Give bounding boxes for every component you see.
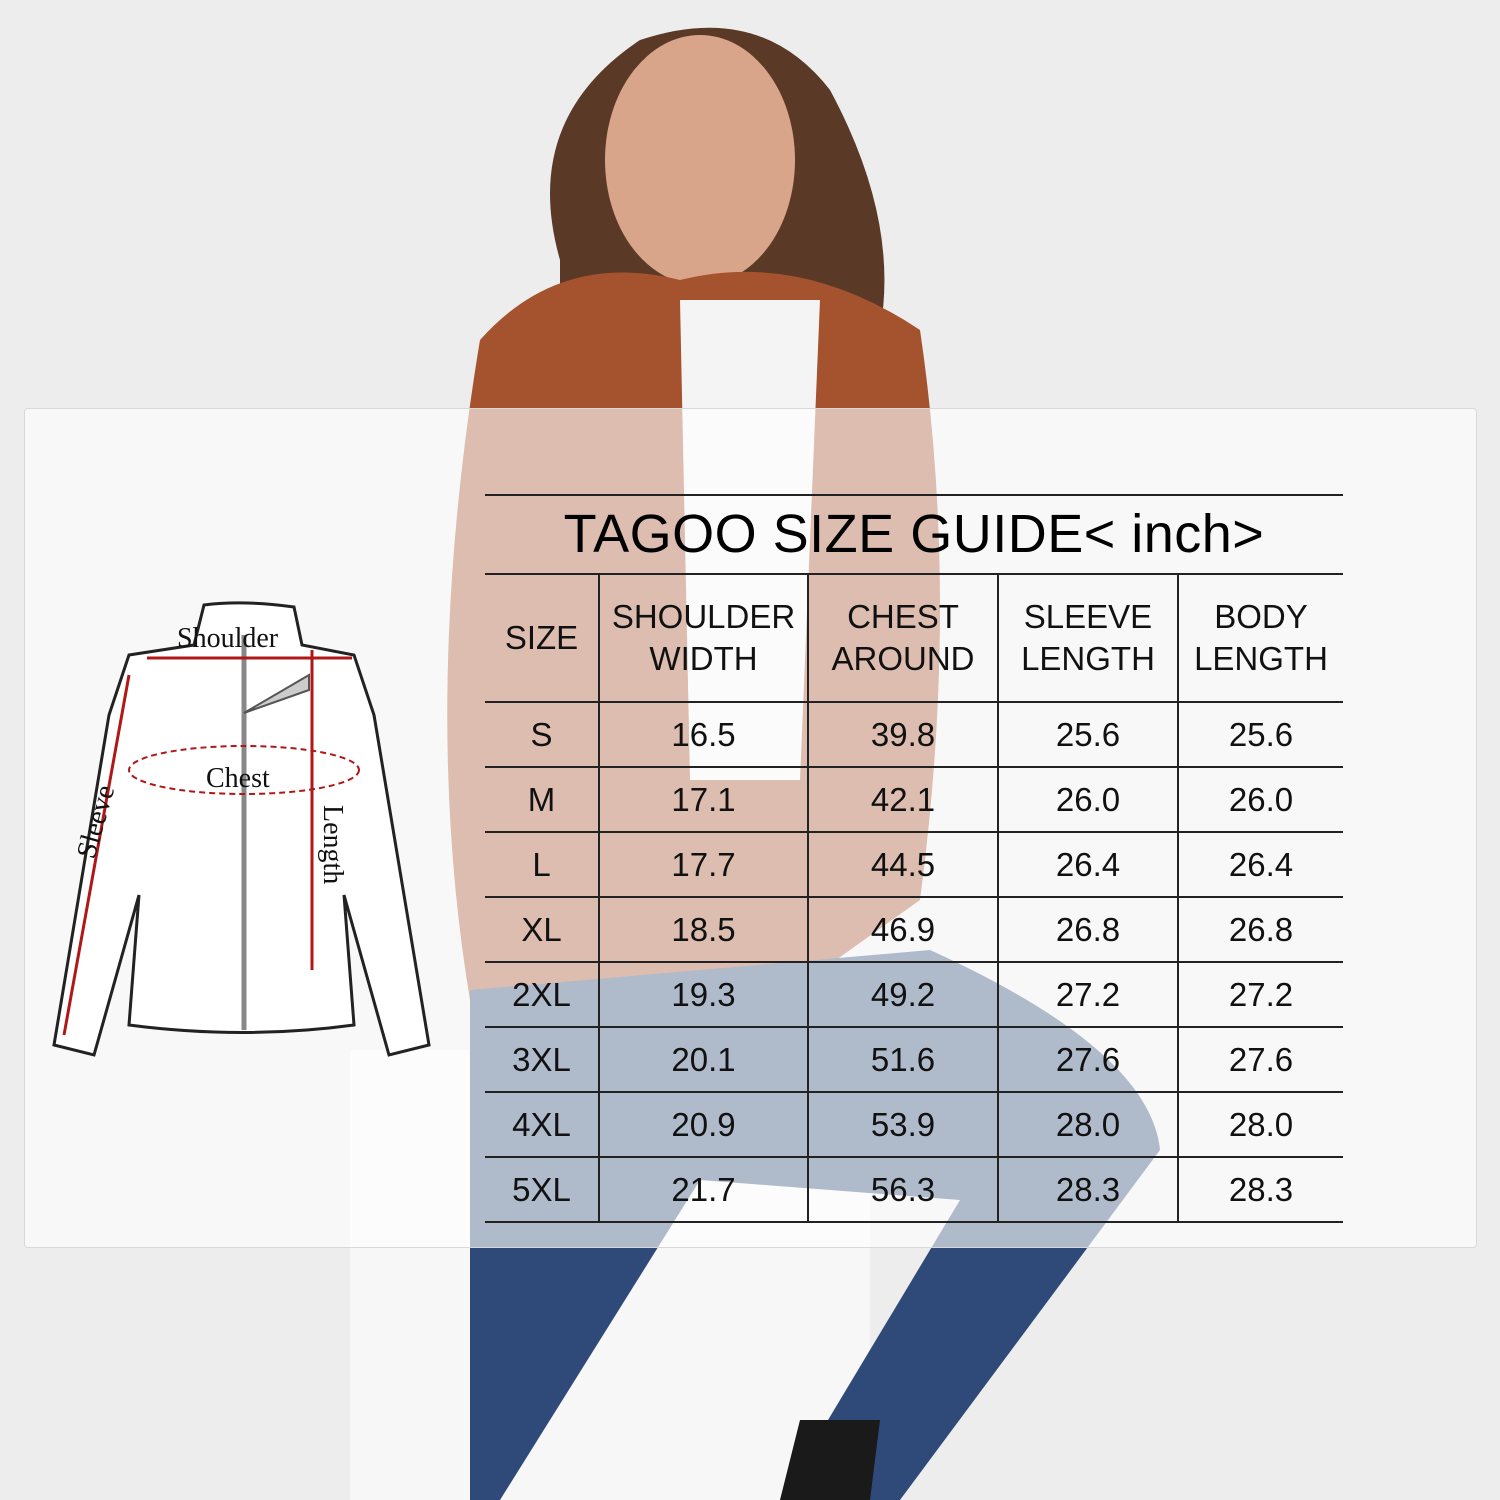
size-cell: 2XL [485, 963, 600, 1026]
measurement-cell: 20.9 [600, 1093, 809, 1156]
measurement-cell: 53.9 [809, 1093, 999, 1156]
table-row: XL 18.5 46.9 26.8 26.8 [485, 898, 1343, 963]
length-label: Length [317, 805, 348, 884]
table-row: 4XL 20.9 53.9 28.0 28.0 [485, 1093, 1343, 1158]
size-cell: 3XL [485, 1028, 600, 1091]
measurement-cell: 20.1 [600, 1028, 809, 1091]
column-header: BODY LENGTH [1194, 598, 1328, 677]
jacket-measurement-diagram: Shoulder Chest Sleeve Length [52, 601, 431, 1057]
table-row: M 17.1 42.1 26.0 26.0 [485, 768, 1343, 833]
measurement-cell: 51.6 [809, 1028, 999, 1091]
size-cell: S [485, 703, 600, 766]
measurement-cell: 44.5 [809, 833, 999, 896]
measurement-cell: 27.6 [999, 1028, 1179, 1091]
measurement-cell: 21.7 [600, 1158, 809, 1221]
measurement-cell: 25.6 [999, 703, 1179, 766]
measurement-cell: 28.3 [999, 1158, 1179, 1221]
measurement-cell: 17.7 [600, 833, 809, 896]
measurement-cell: 16.5 [600, 703, 809, 766]
table-row: 2XL 19.3 49.2 27.2 27.2 [485, 963, 1343, 1028]
measurement-cell: 26.4 [1228, 845, 1294, 883]
table-row: S 16.5 39.8 25.6 25.6 [485, 703, 1343, 768]
measurement-cell: 27.2 [999, 963, 1179, 1026]
shoulder-label: Shoulder [177, 623, 279, 654]
size-cell: L [485, 833, 600, 896]
measurement-cell: 26.0 [999, 768, 1179, 831]
measurement-cell: 26.8 [1228, 910, 1294, 948]
face [605, 35, 795, 285]
measurement-cell: 49.2 [809, 963, 999, 1026]
measurement-cell: 25.6 [1228, 715, 1294, 753]
measurement-cell: 39.8 [809, 703, 999, 766]
column-header: CHEST AROUND [809, 575, 999, 701]
table-header-row: SIZE SHOULDER WIDTH CHEST AROUND SLEEVE LEN… [485, 575, 1343, 703]
table-row: 5XL 21.7 56.3 28.3 28.3 [485, 1158, 1343, 1223]
measurement-cell: 27.6 [1228, 1040, 1294, 1078]
measurement-cell: 27.2 [1228, 975, 1294, 1013]
measurement-cell: 46.9 [809, 898, 999, 961]
measurement-cell: 28.3 [1228, 1170, 1294, 1208]
column-header: SHOULDER WIDTH [600, 575, 809, 701]
table-row: 3XL 20.1 51.6 27.6 27.6 [485, 1028, 1343, 1093]
column-header: SLEEVE LENGTH [999, 575, 1179, 701]
measurement-cell: 17.1 [600, 768, 809, 831]
size-cell: 5XL [485, 1158, 600, 1221]
measurement-cell: 26.8 [999, 898, 1179, 961]
measurement-cell: 19.3 [600, 963, 809, 1026]
size-guide-title: TAGOO SIZE GUIDE< inch> [485, 494, 1343, 575]
measurement-cell: 26.0 [1228, 780, 1294, 818]
measurement-cell: 28.0 [1228, 1105, 1294, 1143]
table-row: L 17.7 44.5 26.4 26.4 [485, 833, 1343, 898]
measurement-cell: 26.4 [999, 833, 1179, 896]
column-header: SIZE [485, 575, 600, 701]
chest-label: Chest [206, 763, 270, 794]
measurement-cell: 28.0 [999, 1093, 1179, 1156]
measurement-cell: 18.5 [600, 898, 809, 961]
size-cell: 4XL [485, 1093, 600, 1156]
size-cell: M [485, 768, 600, 831]
boot [780, 1420, 880, 1500]
measurement-cell: 56.3 [809, 1158, 999, 1221]
measurement-cell: 42.1 [809, 768, 999, 831]
size-guide-table: TAGOO SIZE GUIDE< inch> SIZE SHOULDER WID… [485, 494, 1343, 1223]
size-cell: XL [485, 898, 600, 961]
